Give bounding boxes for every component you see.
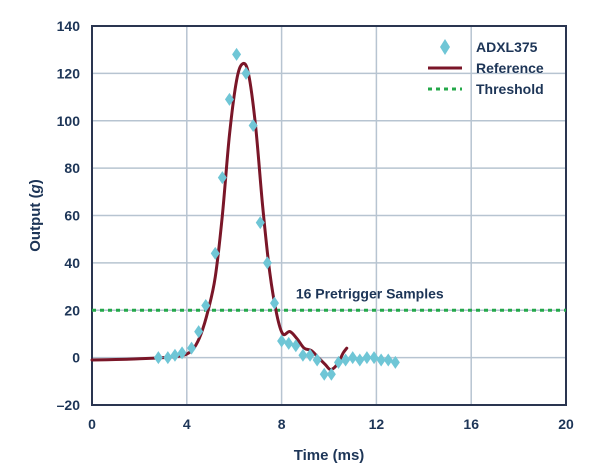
adxl375-point: [224, 92, 234, 106]
x-axis-title: Time (ms): [294, 447, 365, 464]
x-tick-label: 16: [463, 416, 479, 432]
x-tick-label: 0: [88, 416, 96, 432]
adxl375-point: [383, 353, 393, 367]
y-tick-label: 100: [57, 113, 81, 129]
legend-label-adxl375: ADXL375: [476, 39, 538, 55]
adxl375-point: [326, 367, 336, 381]
annotation-pretrigger: 16 Pretrigger Samples: [296, 285, 444, 301]
adxl375-point: [210, 246, 220, 260]
adxl375-point: [376, 353, 386, 367]
adxl375-point: [241, 66, 251, 80]
adxl375-point: [369, 351, 379, 365]
adxl375-point: [232, 47, 242, 61]
adxl375-point: [355, 353, 365, 367]
legend-label-reference: Reference: [476, 60, 544, 76]
legend-label-threshold: Threshold: [476, 81, 544, 97]
adxl375-point: [194, 325, 204, 339]
adxl375-point: [262, 256, 272, 270]
adxl375-point: [170, 348, 180, 362]
y-tick-label: –20: [57, 397, 81, 413]
adxl375-point: [298, 348, 308, 362]
y-axis-title: Output (g): [27, 179, 44, 251]
adxl375-point: [341, 353, 351, 367]
y-tick-label: 20: [64, 302, 80, 318]
adxl375-point: [305, 348, 315, 362]
adxl375-point: [187, 341, 197, 355]
adxl375-point: [163, 351, 173, 365]
adxl375-point: [362, 351, 372, 365]
x-tick-label: 4: [183, 416, 191, 432]
y-axis-title-suffix: ): [27, 179, 44, 184]
y-tick-label: 80: [64, 160, 80, 176]
adxl375-point: [390, 355, 400, 369]
reference-line: [90, 61, 349, 372]
adxl375-point: [312, 353, 322, 367]
adxl375-point: [333, 355, 343, 369]
adxl375-point: [269, 296, 279, 310]
adxl375-point: [248, 118, 258, 132]
y-tick-label: 60: [64, 208, 80, 224]
x-tick-label: 8: [278, 416, 286, 432]
adxl375-point: [177, 346, 187, 360]
y-tick-label: 0: [72, 350, 80, 366]
y-tick-label: 120: [57, 65, 81, 81]
x-tick-label: 12: [369, 416, 385, 432]
adxl375-point: [291, 339, 301, 353]
y-tick-label: 40: [64, 255, 80, 271]
legend-marker-adxl375: [440, 39, 450, 55]
adxl375-point: [277, 334, 287, 348]
adxl375-point: [319, 367, 329, 381]
adxl375-point: [153, 351, 163, 365]
adxl375-point: [348, 351, 358, 365]
y-axis-title-unit: g: [27, 184, 44, 194]
marker-layer: [153, 47, 400, 381]
x-tick-labels: 0 4 8 12 16 20: [88, 416, 574, 432]
x-tick-label: 20: [558, 416, 574, 432]
plot-border: [91, 25, 567, 406]
adxl375-point: [284, 336, 294, 350]
adxl375-point: [217, 171, 227, 185]
grid-lines: [92, 26, 566, 405]
legend: ADXL375 Reference Threshold: [428, 39, 544, 97]
line-layer: [90, 61, 349, 372]
adxl375-point: [201, 299, 211, 313]
y-axis-title-prefix: Output (: [27, 193, 44, 251]
y-tick-label: 140: [57, 18, 81, 34]
adxl375-point: [255, 216, 265, 230]
y-tick-labels: –20 0 20 40 60 80 100 120 140: [57, 18, 81, 413]
